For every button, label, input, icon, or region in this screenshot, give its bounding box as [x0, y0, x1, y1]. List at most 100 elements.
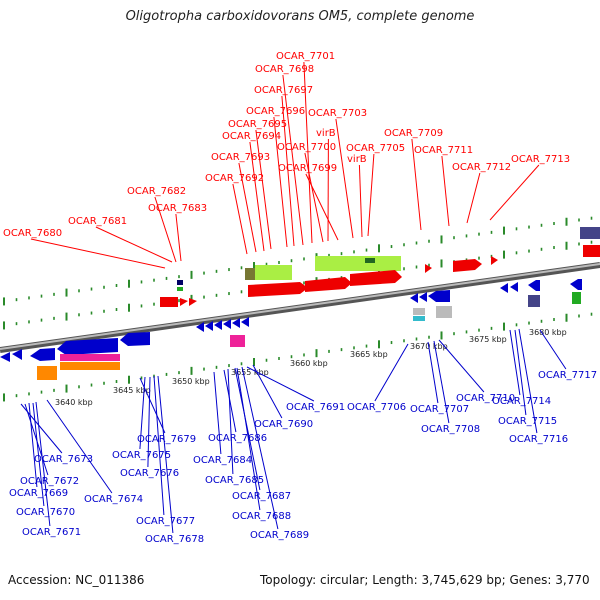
gene-arrow [528, 280, 540, 291]
gene-label-bottom: OCAR_7684 [193, 455, 252, 466]
gene-label-top: OCAR_7712 [452, 162, 511, 173]
gene-arrow [0, 352, 10, 362]
tick-row-upper [3, 216, 593, 306]
leader-line [227, 368, 234, 475]
kbp-label: 3650 kbp [172, 377, 210, 386]
leader-line [514, 329, 527, 416]
gene-label-bottom: OCAR_7676 [120, 468, 179, 479]
gene-label-top: OCAR_7694 [222, 131, 281, 142]
gene-arrow [223, 319, 231, 329]
gene-arrow [232, 318, 240, 328]
gene-block [580, 227, 600, 239]
leader-line [273, 116, 288, 248]
kbp-label: 3645 kbp [113, 386, 151, 395]
leader-line [304, 152, 324, 243]
gene-label-top: OCAR_7701 [276, 51, 335, 62]
leader-line [411, 138, 422, 231]
tick-row-lower [3, 312, 593, 402]
gene-arrow [453, 259, 482, 272]
gene-label-top: OCAR_7705 [346, 143, 405, 154]
leader-line [35, 401, 51, 527]
gene-label-bottom: OCAR_7674 [84, 494, 143, 505]
gene-label-top: OCAR_7699 [278, 163, 337, 174]
leader-line [374, 343, 409, 402]
gene-label-top: OCAR_7703 [308, 108, 367, 119]
kbp-label: 3655 kbp [231, 368, 269, 377]
gene-block [572, 292, 581, 304]
gene-label-bottom: OCAR_7673 [34, 454, 93, 465]
leader-line [303, 61, 313, 244]
leader-line [282, 74, 304, 246]
gene-arrow [510, 282, 518, 292]
leader-line [157, 375, 174, 534]
gene-label-top: OCAR_7680 [3, 228, 62, 239]
leader-line [252, 364, 283, 419]
gene-label-top: virB [316, 128, 336, 139]
gene-arrow [196, 322, 204, 332]
leader-line [433, 340, 450, 424]
features-reverse [0, 279, 582, 380]
gene-block [245, 268, 255, 280]
leader-line [246, 366, 315, 402]
leader-line [238, 162, 257, 253]
gene-arrow [570, 279, 582, 290]
leader-line [255, 129, 272, 250]
gene-block [37, 366, 57, 380]
leader-line [249, 141, 265, 252]
gene-label-top: virB [347, 154, 367, 165]
gene-block [315, 256, 401, 271]
leader-line [427, 341, 439, 404]
gene-block [365, 258, 375, 263]
gene-block [413, 316, 425, 321]
gene-arrow [491, 256, 498, 265]
leader-line [539, 329, 567, 370]
gene-arrow [30, 348, 55, 361]
gene-label-top: OCAR_7696 [246, 106, 305, 117]
gene-label-bottom: OCAR_7677 [136, 516, 195, 527]
gene-label-bottom: OCAR_7671 [22, 527, 81, 538]
gene-label-bottom: OCAR_7690 [254, 419, 313, 430]
gene-arrow [305, 277, 352, 292]
accession-text: Accession: NC_011386 [8, 573, 145, 587]
leader-line [466, 172, 481, 224]
kbp-label: 3675 kbp [469, 335, 507, 344]
gene-label-bottom: OCAR_7685 [205, 475, 264, 486]
leader-line [213, 371, 222, 455]
gene-block [413, 308, 425, 315]
gene-block [60, 354, 120, 361]
gene-label-bottom: OCAR_7675 [112, 450, 171, 461]
genome-backbone [0, 262, 600, 353]
gene-block [255, 265, 292, 280]
gene-label-bottom: OCAR_7717 [538, 370, 597, 381]
gene-label-bottom: OCAR_7670 [16, 507, 75, 518]
leader-line [147, 376, 151, 468]
leader-line [236, 367, 261, 511]
gene-label-bottom: OCAR_7714 [492, 396, 551, 407]
leader-line [441, 155, 450, 227]
gene-arrow [500, 283, 508, 293]
leader-line [139, 376, 146, 450]
gene-block [177, 287, 183, 291]
gene-label-bottom: OCAR_7669 [9, 488, 68, 499]
gene-label-top: OCAR_7682 [127, 186, 186, 197]
gene-block [177, 280, 183, 285]
gene-label-bottom: OCAR_7687 [232, 491, 291, 502]
leader-line [232, 183, 248, 255]
gene-label-bottom: OCAR_7672 [20, 476, 79, 487]
gene-label-top: OCAR_7695 [228, 119, 287, 130]
kbp-label: 3665 kbp [350, 350, 388, 359]
bottom-leader-lines [20, 328, 567, 534]
gene-block [528, 295, 540, 307]
gene-label-top: OCAR_7700 [277, 142, 336, 153]
leader-line [46, 399, 113, 494]
gene-arrow [57, 338, 118, 355]
gene-label-bottom: OCAR_7715 [498, 416, 557, 427]
leader-line [175, 213, 182, 262]
leader-line [30, 238, 166, 269]
gene-label-top: OCAR_7693 [211, 152, 270, 163]
gene-arrow [12, 349, 22, 360]
gene-label-bottom: OCAR_7716 [509, 434, 568, 445]
gene-label-top: OCAR_7681 [68, 216, 127, 227]
gene-block [436, 306, 452, 318]
